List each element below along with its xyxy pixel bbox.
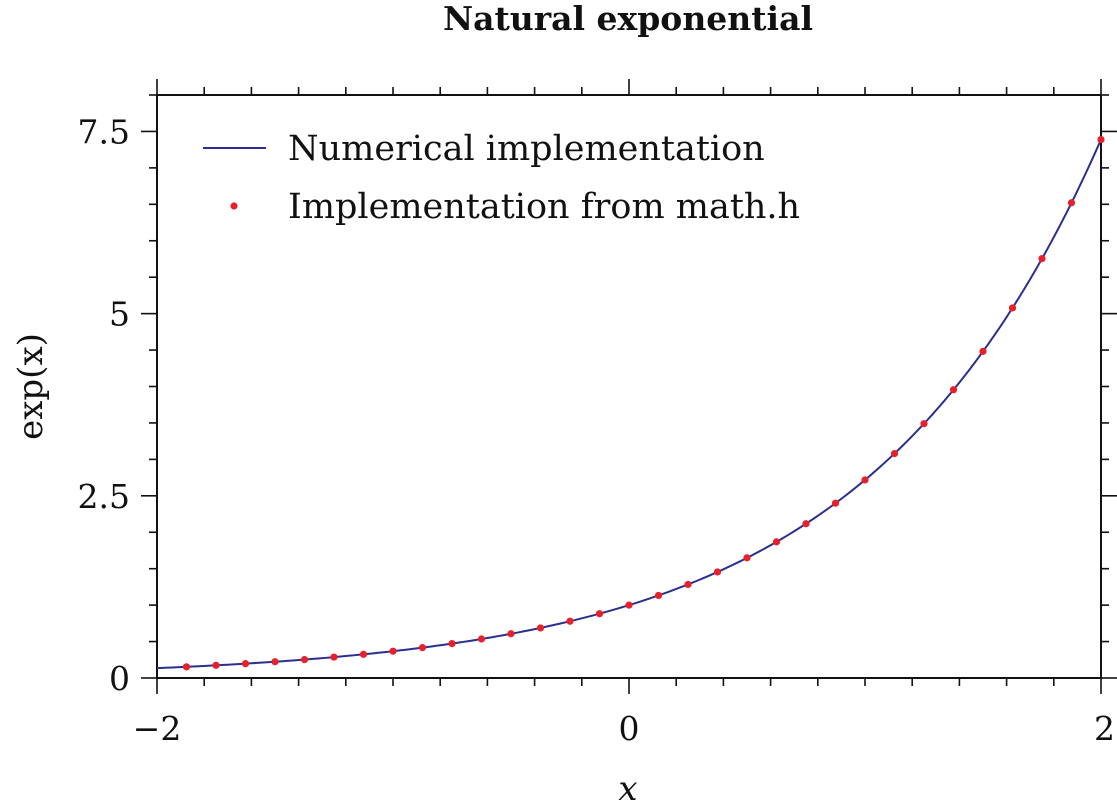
data-point-math-h [802, 520, 810, 528]
data-point-math-h [418, 644, 427, 652]
x-tick-label: 2 [1094, 709, 1115, 748]
data-point-math-h [212, 661, 220, 669]
data-point-math-h [861, 476, 869, 484]
plot-area-frame [156, 94, 1102, 679]
data-point-math-h [359, 650, 368, 658]
data-point-math-h [949, 386, 958, 394]
data-point-math-h [477, 635, 486, 643]
chart-title: Natural exponential [443, 0, 813, 38]
data-point-math-h [920, 420, 928, 428]
data-point-math-h [271, 658, 279, 666]
data-point-math-h [743, 554, 751, 562]
data-point-math-h [595, 610, 604, 618]
data-point-math-h [182, 663, 191, 671]
axis-tick-labels: −2 0 202.557.5 [78, 112, 1115, 748]
series-layer [156, 135, 1105, 671]
data-point-math-h [1008, 304, 1017, 312]
y-axis-label: exp(x) [11, 333, 51, 440]
data-point-math-h [389, 647, 397, 655]
axis-ticks [141, 79, 1117, 694]
x-tick-label: −2 [133, 709, 182, 748]
data-point-math-h [831, 499, 840, 507]
data-point-math-h [625, 601, 633, 609]
data-point-math-h [1067, 199, 1076, 207]
data-point-math-h [713, 568, 722, 576]
y-tick-label: 2.5 [78, 477, 130, 516]
data-point-math-h [536, 624, 545, 632]
data-point-math-h [979, 347, 987, 355]
legend-label-math-h: Implementation from math.h [288, 187, 800, 227]
data-point-math-h [1038, 255, 1046, 263]
data-point-math-h [507, 630, 515, 638]
y-tick-label: 7.5 [78, 112, 130, 151]
data-point-math-h [566, 617, 574, 625]
x-tick-label: 0 [619, 709, 640, 748]
data-point-math-h [684, 580, 692, 589]
x-axis-label: x [618, 769, 637, 805]
legend-label-numerical: Numerical implementation [288, 129, 765, 169]
data-point-math-h [772, 538, 781, 546]
legend-point-swatch [230, 202, 238, 210]
data-point-math-h [1097, 135, 1105, 144]
data-point-math-h [300, 655, 309, 664]
y-tick-label: 0 [109, 659, 130, 698]
y-tick-label: 5 [109, 295, 130, 334]
data-point-math-h [654, 591, 663, 600]
data-point-math-h [448, 640, 456, 648]
data-point-math-h [890, 449, 899, 458]
data-point-math-h [330, 653, 338, 661]
data-point-math-h [241, 660, 250, 668]
legend: Numerical implementation Implementation … [203, 129, 800, 227]
